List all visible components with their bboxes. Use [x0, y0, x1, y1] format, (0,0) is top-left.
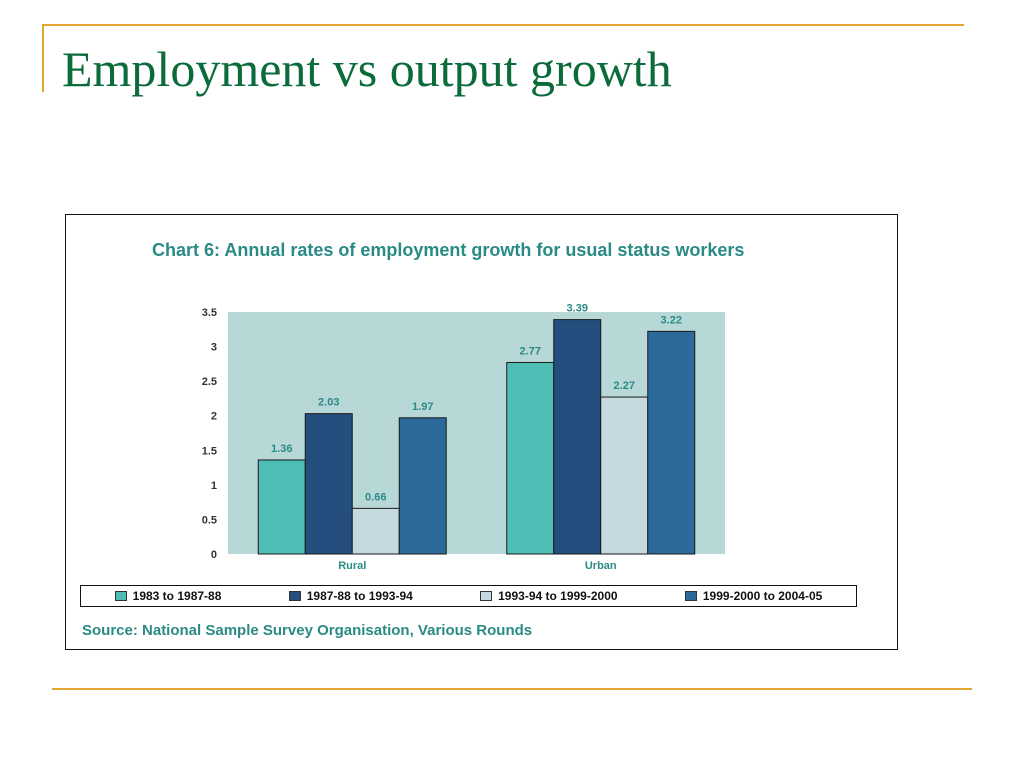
bar — [553, 319, 602, 555]
y-tick-label: 2.5 — [202, 376, 217, 388]
data-label: 0.66 — [365, 491, 386, 503]
chart-frame: Chart 6: Annual rates of employment grow… — [65, 214, 898, 650]
y-tick-label: 3.5 — [202, 307, 217, 319]
y-tick-label: 1.5 — [202, 445, 217, 457]
legend-swatch — [114, 591, 127, 601]
chart-legend: 1983 to 1987-88 1987-88 to 1993-94 1993-94… — [80, 585, 857, 607]
legend-item: 1987-88 to 1993-94 — [288, 589, 413, 603]
slide-title: Employment vs output growth — [62, 41, 672, 97]
legend-label: 1983 to 1987-88 — [132, 589, 222, 603]
y-tick-label: 2 — [211, 411, 217, 423]
y-tick-label: 1 — [211, 480, 217, 492]
data-label: 3.22 — [661, 314, 682, 326]
legend-swatch — [480, 591, 493, 601]
data-label: 2.03 — [318, 397, 339, 409]
bar — [398, 417, 447, 555]
legend-item: 1983 to 1987-88 — [114, 589, 222, 603]
y-tick-label: 3 — [211, 342, 217, 354]
data-label: 2.77 — [520, 345, 541, 357]
x-category-label: Rural — [338, 560, 366, 572]
data-label: 2.27 — [614, 380, 635, 392]
legend-swatch — [684, 591, 697, 601]
bar — [600, 396, 649, 555]
data-label: 1.36 — [271, 443, 292, 455]
legend-label: 1999-2000 to 2004-05 — [702, 589, 823, 603]
legend-item: 1993-94 to 1999-2000 — [480, 589, 618, 603]
bottom-accent-line — [52, 688, 972, 690]
legend-swatch — [288, 591, 301, 601]
legend-label: 1987-88 to 1993-94 — [306, 589, 413, 603]
y-tick-label: 0.5 — [202, 514, 217, 526]
y-tick-label: 0 — [211, 549, 217, 561]
data-label: 1.97 — [412, 401, 433, 413]
chart-title: Chart 6: Annual rates of employment grow… — [152, 240, 745, 260]
data-label: 3.39 — [567, 303, 588, 315]
bar — [506, 361, 555, 555]
legend-item: 1999-2000 to 2004-05 — [684, 589, 823, 603]
bar — [304, 413, 353, 555]
bar-chart: 0 0.5 1 1.5 2 2.5 3 3.5 1.36 2.03 0.66 1.97 Rural 2.7… — [202, 303, 725, 572]
left-accent-line — [42, 24, 44, 92]
top-accent-line — [42, 24, 964, 26]
bar — [257, 459, 306, 555]
x-category-label: Urban — [585, 560, 617, 572]
legend-label: 1993-94 to 1999-2000 — [498, 589, 618, 603]
bar — [351, 507, 400, 555]
chart-source: Source: National Sample Survey Organisat… — [82, 622, 533, 639]
bar — [647, 330, 696, 555]
